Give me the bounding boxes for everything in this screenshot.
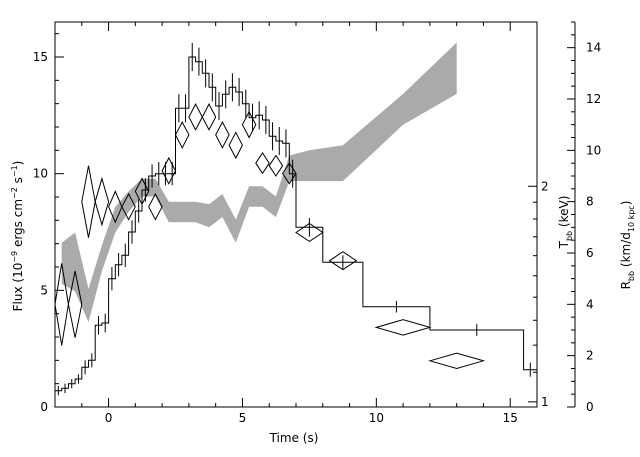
x-tick-label: 10 — [369, 411, 384, 425]
radius-tick-label: 4 — [586, 297, 594, 311]
flux-step-line — [55, 56, 537, 392]
temperature-diamond — [134, 177, 150, 206]
temperature-diamond — [268, 154, 284, 177]
flux-step-layer — [55, 43, 537, 396]
temperature-diamond — [148, 192, 163, 221]
temperature-diamond — [282, 162, 297, 185]
temperature-diamond — [161, 156, 177, 185]
temperature-diamond — [374, 319, 432, 336]
temperature-diamond — [81, 165, 96, 238]
temperature-diamond — [121, 192, 136, 221]
temperature-diamond — [295, 222, 324, 243]
left-tick-label: 0 — [40, 400, 48, 414]
radius-tick-label: 6 — [586, 246, 594, 260]
x-tick-label: 5 — [239, 411, 247, 425]
temperature-diamond — [94, 176, 110, 227]
temperature-diamond — [328, 251, 358, 271]
left-tick-label: 5 — [40, 283, 48, 297]
temperature-diamond — [228, 131, 243, 160]
temperature-diamond — [255, 151, 270, 175]
x-tick-label: 15 — [503, 411, 518, 425]
radius-tick-label: 2 — [586, 349, 594, 363]
radius-tick-label: 8 — [586, 195, 594, 209]
right-axis-r-title: Rbb (km/d10 kpc) — [619, 201, 636, 290]
radius-tick-label: 0 — [586, 400, 594, 414]
temperature-diamond-layer — [55, 103, 486, 370]
radius-tick-label: 10 — [586, 143, 601, 157]
radius-tick-label: 12 — [586, 92, 601, 106]
temp-tick-label: 2 — [541, 179, 549, 193]
temperature-diamond — [241, 110, 257, 139]
temperature-diamond — [174, 121, 190, 149]
temperature-diamond — [67, 270, 83, 338]
left-tick-label: 15 — [33, 50, 48, 64]
left-axis-title: Flux (10−9 ergs cm−2 s−1) — [10, 161, 25, 312]
temperature-diamond — [428, 352, 486, 370]
radius-confidence-band — [61, 42, 457, 323]
radius-tick-label: 14 — [586, 41, 601, 55]
temperature-diamond — [188, 103, 203, 131]
temperature-diamond — [201, 103, 217, 131]
temperature-diamond — [215, 121, 230, 149]
temp-tick-label: 1 — [541, 395, 549, 409]
x-axis-title: Time (s) — [269, 431, 319, 445]
right-axis-t-title: Tbb (keV) — [557, 196, 574, 250]
left-tick-label: 10 — [33, 167, 48, 181]
radius-band-layer — [61, 42, 457, 323]
x-tick-label: 0 — [105, 411, 113, 425]
